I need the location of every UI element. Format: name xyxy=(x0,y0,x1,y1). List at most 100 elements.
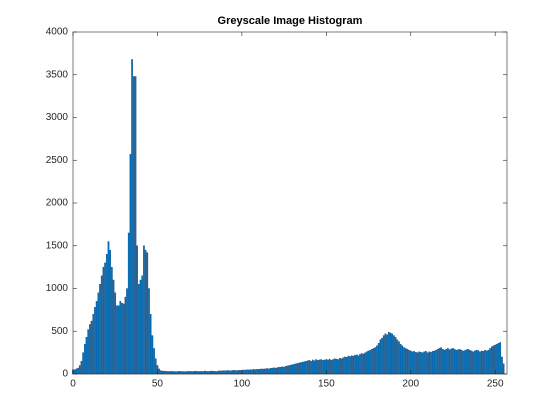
bar xyxy=(165,371,167,375)
bar xyxy=(435,349,437,375)
bar xyxy=(367,350,370,375)
bar xyxy=(462,350,464,375)
bar xyxy=(261,368,263,375)
bar xyxy=(249,369,252,375)
bar xyxy=(308,360,311,375)
bar xyxy=(83,343,86,375)
bar xyxy=(87,329,90,375)
bar xyxy=(480,350,483,375)
bar xyxy=(349,356,351,375)
bar xyxy=(499,342,502,375)
bar xyxy=(279,367,282,375)
bar xyxy=(200,371,203,375)
bar xyxy=(384,333,387,375)
bar xyxy=(352,355,355,375)
bar xyxy=(203,370,206,375)
bar xyxy=(330,360,333,375)
bar xyxy=(181,371,184,375)
bar xyxy=(344,356,346,375)
bar xyxy=(208,371,211,375)
bar xyxy=(217,370,220,375)
bar xyxy=(350,355,353,375)
bar xyxy=(438,348,441,375)
bar xyxy=(442,349,444,375)
bar xyxy=(89,324,91,375)
bar xyxy=(379,339,382,375)
bar xyxy=(357,355,360,375)
bar xyxy=(445,349,448,375)
y-tick-label: 4000 xyxy=(46,27,69,38)
bar xyxy=(288,365,290,375)
bar xyxy=(494,344,497,375)
bar xyxy=(124,296,127,375)
bar xyxy=(163,370,166,375)
bar xyxy=(293,364,296,375)
bar xyxy=(244,369,247,375)
bar xyxy=(141,275,144,375)
bar xyxy=(497,343,500,375)
bar xyxy=(426,352,429,375)
bar xyxy=(278,367,280,375)
bar xyxy=(433,350,436,375)
bar xyxy=(92,313,95,375)
bar xyxy=(315,359,318,375)
bar xyxy=(94,307,96,375)
bar xyxy=(234,370,236,375)
bar xyxy=(276,367,279,375)
bar xyxy=(149,313,152,375)
y-tick-label: 500 xyxy=(51,326,68,337)
bar xyxy=(99,284,101,375)
bar xyxy=(296,363,299,375)
bar xyxy=(372,348,375,375)
bar xyxy=(298,362,301,375)
bar xyxy=(161,370,164,375)
bar xyxy=(281,366,284,375)
bar xyxy=(376,345,378,375)
bar xyxy=(490,346,493,375)
bar xyxy=(487,349,490,375)
bar xyxy=(75,368,78,375)
bar xyxy=(111,266,113,375)
bar xyxy=(268,368,270,375)
bar xyxy=(305,361,307,375)
bar xyxy=(455,349,458,375)
bar xyxy=(414,352,417,375)
bar xyxy=(112,279,115,375)
bar xyxy=(144,249,147,375)
bar xyxy=(256,369,258,375)
bar xyxy=(413,351,415,375)
bar xyxy=(212,370,214,375)
bar xyxy=(170,371,172,375)
bar xyxy=(134,76,137,375)
bar xyxy=(306,360,309,375)
bar xyxy=(215,371,218,375)
bar xyxy=(447,348,449,375)
bar xyxy=(273,367,275,375)
bar xyxy=(131,59,133,375)
bar xyxy=(139,279,142,375)
bar xyxy=(77,367,79,375)
bar xyxy=(219,370,221,375)
bar xyxy=(382,335,385,375)
bar xyxy=(259,368,262,375)
bar xyxy=(475,349,478,375)
bar xyxy=(107,241,110,375)
bar xyxy=(366,351,368,375)
bar xyxy=(82,352,84,375)
bar xyxy=(126,288,128,375)
bar xyxy=(440,347,442,375)
bar xyxy=(227,370,230,375)
bar xyxy=(222,370,225,375)
y-tick-label: 3000 xyxy=(46,112,69,123)
x-tick-label: 150 xyxy=(318,379,335,390)
bar xyxy=(246,369,248,375)
bar xyxy=(121,302,123,375)
bar xyxy=(100,275,103,375)
bar xyxy=(73,369,76,375)
y-tick-label: 3500 xyxy=(46,69,69,80)
bar xyxy=(355,354,358,375)
bar xyxy=(360,353,363,375)
bar xyxy=(394,337,397,375)
bar xyxy=(479,351,481,375)
bar xyxy=(323,359,326,375)
